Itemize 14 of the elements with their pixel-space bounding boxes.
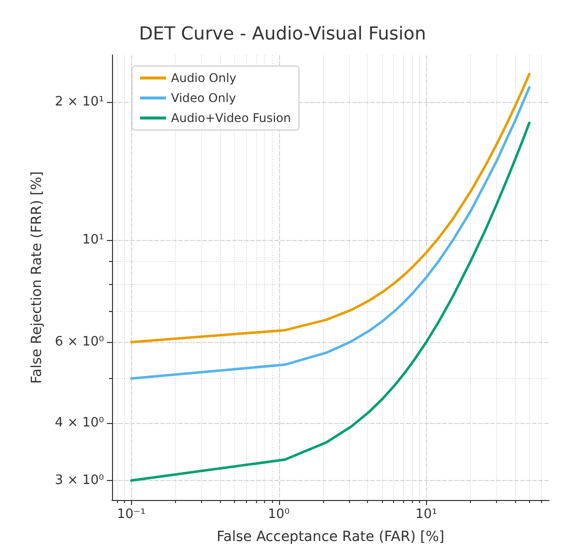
legend-label: Audio+Video Fusion — [171, 111, 291, 125]
y-tick-label: 10¹ — [82, 232, 104, 248]
y-tick-label: 4 × 10⁰ — [54, 416, 104, 431]
y-tick-label: 6 × 10⁰ — [54, 334, 104, 350]
x-tick-label: 10⁰ — [268, 507, 290, 522]
x-tick-label: 10¹ — [415, 507, 438, 522]
legend-label: Audio Only — [171, 71, 236, 85]
y-tick-label: 2 × 10¹ — [54, 94, 104, 110]
y-tick-label: 3 × 10⁰ — [54, 472, 104, 488]
x-tick-label: 10⁻¹ — [116, 507, 146, 522]
legend-label: Video Only — [171, 91, 236, 105]
y-axis-title: False Rejection Rate (FRR) [%] — [28, 171, 45, 384]
x-axis-title: False Acceptance Rate (FAR) [%] — [216, 529, 444, 545]
chart-title: DET Curve - Audio-Visual Fusion — [139, 24, 426, 44]
